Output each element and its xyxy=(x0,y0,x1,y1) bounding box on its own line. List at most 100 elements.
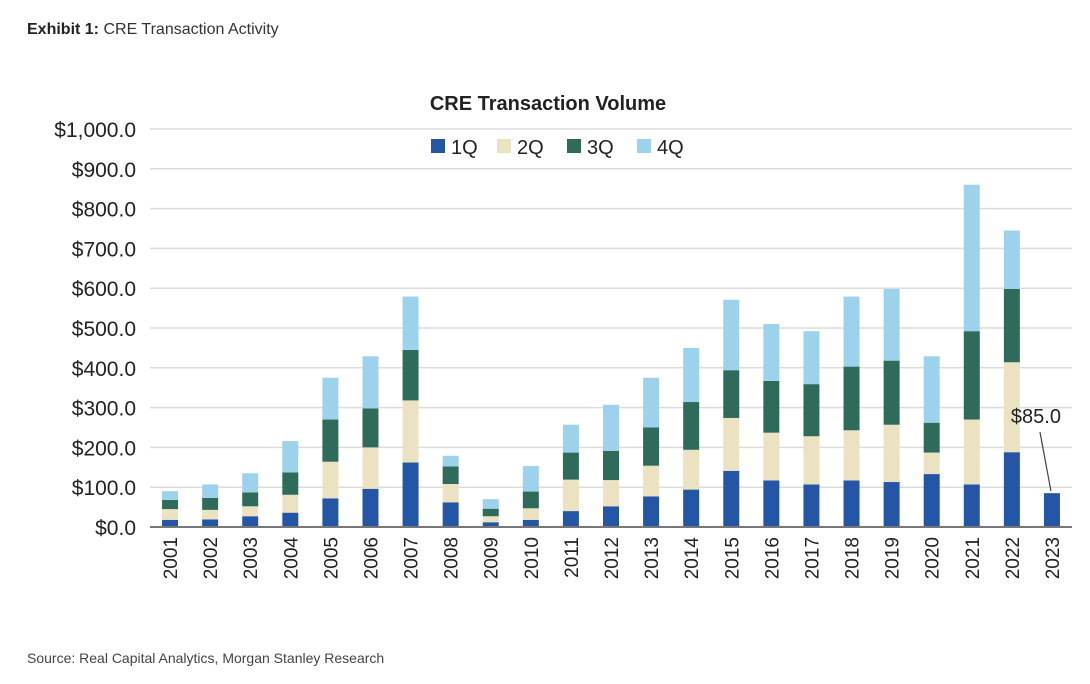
y-tick-label: $500.0 xyxy=(72,318,136,341)
bar-3Q-2005 xyxy=(322,419,339,462)
y-tick-label: $300.0 xyxy=(72,398,136,421)
x-tick-label: 2006 xyxy=(361,537,382,579)
bar-1Q-2001 xyxy=(162,519,179,527)
x-tick-label: 2020 xyxy=(923,537,944,579)
bar-1Q-2019 xyxy=(883,482,900,527)
bar-3Q-2002 xyxy=(202,497,219,510)
bar-4Q-2014 xyxy=(683,347,700,403)
bar-3Q-2004 xyxy=(282,472,299,495)
x-axis: 2001 2002 2003 2004 2005 2006 2007 2008 2009 2010… xyxy=(161,537,1064,580)
x-tick-label: 2002 xyxy=(201,537,222,579)
bar-3Q-2015 xyxy=(723,370,740,418)
x-tick-label: 2012 xyxy=(602,537,623,579)
bar-2Q-2021 xyxy=(963,419,980,485)
bar-3Q-2010 xyxy=(522,491,539,509)
bar-4Q-2005 xyxy=(322,377,339,420)
bar-4Q-2010 xyxy=(522,466,539,492)
gridlines xyxy=(150,128,1072,488)
bar-3Q-2006 xyxy=(362,408,379,448)
bar-1Q-2020 xyxy=(923,474,940,527)
bar-2Q-2016 xyxy=(763,432,780,481)
bar-2Q-2022 xyxy=(1003,362,1020,453)
bar-1Q-2005 xyxy=(322,498,339,527)
y-tick-label: $200.0 xyxy=(72,437,136,460)
legend-label-3Q: 3Q xyxy=(587,137,614,159)
bar-2Q-2007 xyxy=(402,400,419,463)
bar-3Q-2013 xyxy=(643,427,660,466)
bar-4Q-2012 xyxy=(603,404,619,451)
bar-4Q-2002 xyxy=(202,484,219,498)
x-tick-label: 2016 xyxy=(762,537,783,579)
bar-3Q-2021 xyxy=(963,331,980,420)
bar-4Q-2003 xyxy=(242,473,259,493)
bar-1Q-2015 xyxy=(723,470,740,527)
x-tick-label: 2009 xyxy=(482,537,503,579)
y-tick-label: $900.0 xyxy=(72,159,136,182)
exhibit-label: Exhibit 1: xyxy=(27,21,100,38)
bar-1Q-2004 xyxy=(282,512,299,527)
bar-4Q-2019 xyxy=(883,288,900,361)
bar-4Q-2015 xyxy=(723,299,740,371)
x-tick-label: 2013 xyxy=(642,537,663,579)
legend-label-2Q: 2Q xyxy=(517,137,544,159)
bar-2Q-2003 xyxy=(242,506,259,517)
x-tick-label: 2018 xyxy=(843,537,864,579)
bar-1Q-2023 xyxy=(1043,493,1060,527)
exhibit-heading: Exhibit 1: CRE Transaction Activity xyxy=(27,21,279,39)
x-tick-label: 2001 xyxy=(161,537,182,579)
x-tick-label: 2021 xyxy=(963,537,984,579)
bar-2Q-2005 xyxy=(322,461,339,499)
bar-3Q-2007 xyxy=(402,349,419,401)
bar-3Q-2017 xyxy=(803,384,820,437)
bar-1Q-2018 xyxy=(843,480,860,527)
x-tick-label: 2023 xyxy=(1043,537,1064,579)
bar-3Q-2008 xyxy=(442,466,459,485)
bar-3Q-2003 xyxy=(242,492,259,507)
bar-4Q-2006 xyxy=(362,356,379,409)
bar-1Q-2008 xyxy=(442,502,459,527)
bar-2Q-2009 xyxy=(482,516,499,523)
bar-2Q-2012 xyxy=(603,480,619,507)
bar-1Q-2022 xyxy=(1003,452,1020,527)
bar-4Q-2018 xyxy=(843,296,860,367)
bar-3Q-2022 xyxy=(1003,288,1020,363)
x-tick-label: 2019 xyxy=(883,537,904,579)
bar-1Q-2016 xyxy=(763,480,780,527)
bar-1Q-2013 xyxy=(643,496,660,527)
bar-1Q-2003 xyxy=(242,516,259,527)
legend-swatch-1Q xyxy=(431,139,445,153)
source-note: Source: Real Capital Analytics, Morgan S… xyxy=(27,650,385,666)
x-tick-label: 2005 xyxy=(321,537,342,579)
x-tick-label: 2011 xyxy=(562,537,583,578)
x-tick-label: 2017 xyxy=(802,537,823,579)
y-tick-label: $1,000.0 xyxy=(54,119,136,142)
bar-1Q-2014 xyxy=(683,489,700,527)
bar-1Q-2011 xyxy=(562,511,579,527)
bar-2Q-2019 xyxy=(883,424,900,483)
bar-2Q-2017 xyxy=(803,436,820,485)
bar-4Q-2001 xyxy=(162,491,179,500)
bar-1Q-2021 xyxy=(963,484,980,527)
annotation-label: $85.0 xyxy=(1011,406,1061,428)
bar-2Q-2014 xyxy=(683,449,700,490)
y-tick-label: $0.0 xyxy=(95,517,136,540)
bar-3Q-2011 xyxy=(562,452,579,480)
annotations: $85.0 xyxy=(1011,406,1061,492)
x-tick-label: 2007 xyxy=(402,537,423,579)
bar-4Q-2013 xyxy=(643,377,660,428)
exhibit-title: CRE Transaction Activity xyxy=(103,21,279,38)
bar-2Q-2018 xyxy=(843,430,860,481)
x-tick-label: 2003 xyxy=(241,537,262,579)
bar-4Q-2009 xyxy=(482,499,499,509)
bar-3Q-2016 xyxy=(763,380,780,433)
bar-1Q-2007 xyxy=(402,462,419,527)
legend: 1Q 2Q 3Q 4Q xyxy=(431,137,684,159)
x-tick-label: 2008 xyxy=(442,537,463,579)
bar-2Q-2001 xyxy=(162,509,179,520)
y-tick-label: $100.0 xyxy=(72,477,136,500)
x-tick-label: 2015 xyxy=(722,537,743,579)
bar-1Q-2002 xyxy=(202,519,219,527)
bar-2Q-2006 xyxy=(362,447,379,489)
bar-2Q-2010 xyxy=(522,508,539,520)
